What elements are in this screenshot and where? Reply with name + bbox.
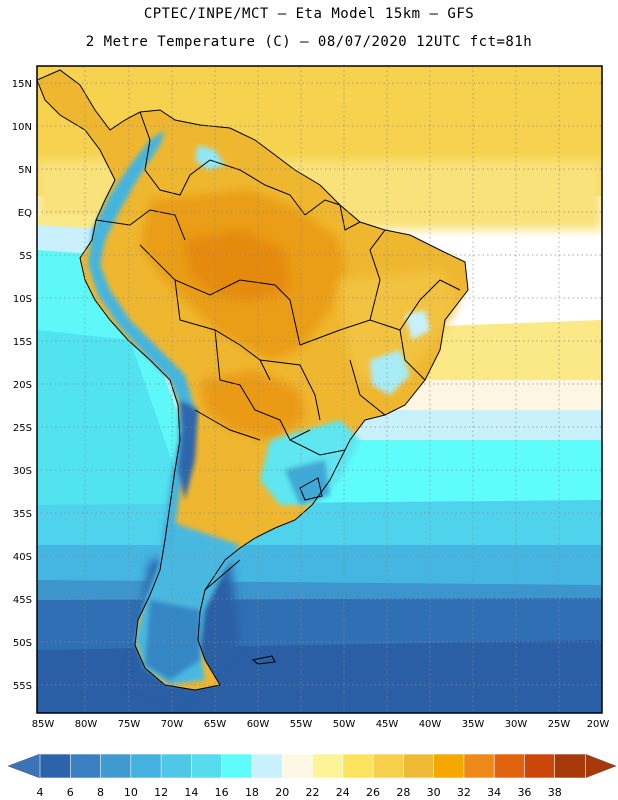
lat-label: 55S — [13, 681, 32, 692]
title-line-1: CPTEC/INPE/MCT – Eta Model 15km – GFS — [143, 6, 475, 22]
lat-label: 5S — [19, 251, 32, 262]
colorbar-swatch — [554, 753, 586, 779]
lat-label: EQ — [18, 208, 32, 219]
map-frame — [36, 65, 603, 714]
colorbar-swatch — [39, 753, 71, 779]
colorbar-tick-label: 4 — [37, 786, 44, 799]
lat-label: 45S — [13, 595, 32, 606]
colorbar-swatch — [130, 753, 162, 779]
lon-label: 75W — [118, 719, 141, 730]
colorbar-swatch — [372, 753, 405, 779]
colorbar-tick-label: 18 — [245, 786, 259, 799]
lon-label: 30W — [505, 719, 528, 730]
colorbar-swatch — [403, 753, 435, 779]
lon-label: 55W — [290, 719, 313, 730]
title-line-2: 2 Metre Temperature (C) – 08/07/2020 12U… — [85, 34, 533, 50]
colorbar-tick-label: 38 — [548, 786, 562, 799]
lat-label: 35S — [13, 509, 32, 520]
colorbar-swatch — [463, 753, 495, 779]
lat-label: 20S — [13, 380, 32, 391]
colorbar-tick-label: 26 — [366, 786, 380, 799]
colorbar-high-arrow — [584, 753, 617, 779]
colorbar-tick-label: 36 — [517, 786, 531, 799]
colorbar-tick-label: 12 — [154, 786, 168, 799]
andes-cold-band — [88, 130, 195, 560]
colorbar-swatch — [281, 753, 314, 779]
lon-label: 80W — [75, 719, 98, 730]
colorbar-tick-label: 22 — [306, 786, 320, 799]
lon-label: 85W — [32, 719, 55, 730]
lon-label: 20W — [587, 719, 610, 730]
lon-label: 25W — [548, 719, 571, 730]
colorbar-tick-label: 20 — [275, 786, 289, 799]
colorbar-low-arrow — [7, 753, 41, 779]
coastlines-and-borders — [37, 69, 469, 691]
lat-label: 15S — [13, 337, 32, 348]
lat-label: 10N — [12, 122, 32, 133]
lon-label: 70W — [161, 719, 184, 730]
colorbar-swatch — [342, 753, 374, 779]
lat-label: 5N — [18, 165, 32, 176]
lon-label: 40W — [419, 719, 442, 730]
colorbar-swatch — [100, 753, 132, 779]
colorbar-tick-label: 16 — [215, 786, 229, 799]
colorbar-tick-label: 34 — [487, 786, 501, 799]
lat-label: 30S — [13, 466, 32, 477]
colorbar-swatch — [312, 753, 344, 779]
colorbar-swatch — [524, 753, 556, 779]
colorbar-swatch — [160, 753, 193, 779]
colorbar-swatch — [191, 753, 223, 779]
colorbar-tick-label: 6 — [67, 786, 74, 799]
lon-label: 50W — [333, 719, 356, 730]
colorbar-swatch — [433, 753, 465, 779]
map-field — [37, 66, 602, 713]
colorbar-swatch — [251, 753, 283, 779]
lat-label: 40S — [13, 552, 32, 563]
colorbar-swatch — [69, 753, 102, 779]
longitude-axis: 85W 80W 75W 70W 65W 60W 55W 50W 45W 40W … — [32, 719, 610, 730]
latitude-axis: 15N 10N 5N EQ 5S 10S 15S 20S 25S 30S 35S… — [12, 79, 32, 692]
colorbar-legend: 4 6 8 10 12 14 16 18 20 22 24 26 28 30 32 34 36 38 — [7, 753, 617, 799]
lat-label: 25S — [13, 423, 32, 434]
lat-label: 10S — [13, 294, 32, 305]
colorbar-tick-label: 14 — [184, 786, 198, 799]
lat-label: 15N — [12, 79, 32, 90]
lon-label: 45W — [376, 719, 399, 730]
colorbar-tick-label: 8 — [97, 786, 104, 799]
colorbar-tick-label: 10 — [124, 786, 138, 799]
colorbar-tick-label: 24 — [336, 786, 350, 799]
colorbar-tick-label: 30 — [427, 786, 441, 799]
colorbar-tick-label: 28 — [396, 786, 410, 799]
colorbar-tick-label: 32 — [457, 786, 471, 799]
colorbar-swatch — [493, 753, 526, 779]
lat-label: 50S — [13, 638, 32, 649]
lon-label: 35W — [462, 719, 485, 730]
colorbar-swatch — [221, 753, 253, 779]
lon-label: 65W — [204, 719, 227, 730]
lon-label: 60W — [247, 719, 270, 730]
